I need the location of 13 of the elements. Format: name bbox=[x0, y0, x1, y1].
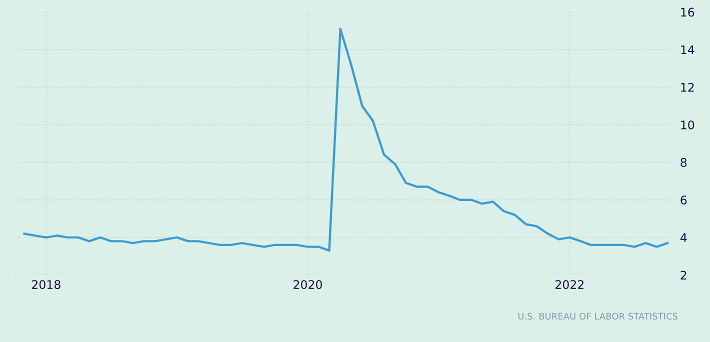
text: U.S. BUREAU OF LABOR STATISTICS bbox=[518, 312, 678, 320]
y-tick-label: 10 bbox=[681, 120, 694, 130]
y-tick-label: 2 bbox=[680, 270, 686, 280]
x-tick-label: 2020 bbox=[294, 280, 322, 289]
y-tick-label: 12 bbox=[681, 82, 694, 92]
y-tick-label: 14 bbox=[681, 45, 694, 54]
x-tick-label: 2022 bbox=[556, 280, 584, 289]
y-tick-label: 4 bbox=[680, 233, 687, 242]
y-tick-label: 6 bbox=[680, 196, 687, 205]
y-tick-label: 8 bbox=[680, 158, 687, 167]
line-series bbox=[23, 28, 669, 252]
x-tick-label: 2018 bbox=[32, 280, 60, 289]
y-tick-label: 16 bbox=[681, 8, 694, 17]
